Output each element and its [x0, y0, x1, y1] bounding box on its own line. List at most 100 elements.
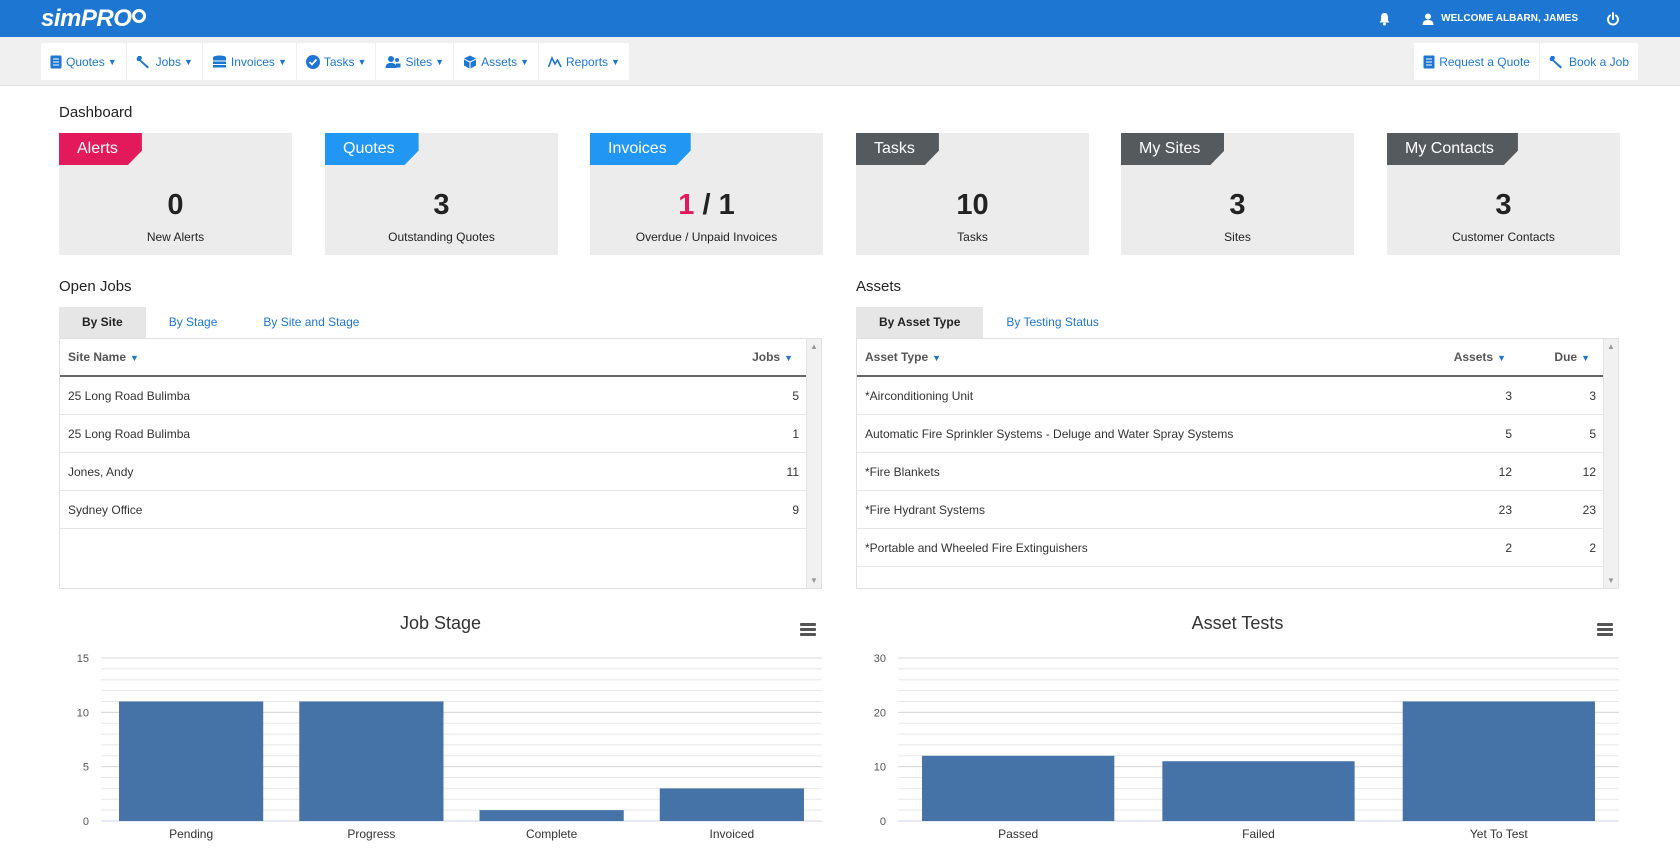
nav-bar: Quotes ▼ Jobs ▼ Invoices ▼ Tasks ▼ Sites ▼ As…: [0, 37, 1680, 86]
bell-icon[interactable]: [1375, 10, 1393, 28]
nav-sites[interactable]: Sites ▼: [376, 43, 455, 80]
nav-jobs[interactable]: Jobs ▼: [127, 43, 203, 80]
nav-reports[interactable]: Reports ▼: [539, 43, 629, 80]
user-icon: [1419, 10, 1437, 28]
table-row[interactable]: Sydney Office 9: [60, 491, 807, 529]
open-jobs-tabs: By Site By Stage By Site and Stage: [59, 307, 382, 338]
card-tasks[interactable]: Tasks 10 Tasks: [856, 133, 1089, 255]
card-quotes[interactable]: Quotes 3 Outstanding Quotes: [325, 133, 558, 255]
table-header: Site Name ▼ Jobs ▼: [60, 339, 807, 377]
job-stage-chart: 0 5 10 15 Pending Progress Complete Invoiced Jo…: [59, 605, 822, 849]
column-assets[interactable]: Assets ▼: [1453, 350, 1506, 364]
simpro-logo[interactable]: simPRO: [41, 5, 147, 33]
tab-by-asset-type[interactable]: By Asset Type: [856, 307, 984, 338]
card-label: Customer Contacts: [1452, 230, 1555, 244]
scroll-down-icon[interactable]: ▼: [1607, 576, 1615, 585]
tab-by-stage[interactable]: By Stage: [168, 315, 218, 329]
sort-down-icon: ▼: [784, 353, 793, 363]
menu-icon[interactable]: [800, 623, 816, 636]
table-row[interactable]: *Fire Hydrant Systems 23 23: [857, 491, 1604, 529]
sort-down-icon: ▼: [1581, 353, 1590, 363]
open-jobs-table: Site Name ▼ Jobs ▼ 25 Long Road Bulimba 5 2…: [59, 338, 822, 589]
request-quote-button[interactable]: Request a Quote: [1414, 43, 1540, 80]
nav-tasks[interactable]: Tasks ▼: [297, 43, 377, 80]
scroll-up-icon[interactable]: ▲: [810, 342, 818, 351]
card-my-contacts[interactable]: My Contacts 3 Customer Contacts: [1387, 133, 1620, 255]
y-tick-label: 15: [77, 653, 89, 665]
table-row[interactable]: Jones, Andy 11: [60, 453, 807, 491]
y-tick-label: 0: [880, 816, 886, 828]
card-alerts[interactable]: Alerts 0 New Alerts: [59, 133, 292, 255]
card-label: Overdue / Unpaid Invoices: [635, 230, 778, 244]
card-tag: Quotes: [325, 133, 419, 165]
column-site-name[interactable]: Site Name ▼: [68, 350, 139, 364]
tab-by-site[interactable]: By Site: [59, 307, 146, 338]
x-tick-label: Invoiced: [710, 827, 755, 841]
x-tick-label: Failed: [1242, 827, 1275, 841]
column-asset-type[interactable]: Asset Type ▼: [865, 350, 942, 364]
unpaid-count: 1: [718, 189, 735, 221]
nav-assets[interactable]: Assets ▼: [454, 43, 540, 80]
chevron-down-icon: ▼: [107, 56, 117, 67]
logo-gear-icon: [132, 9, 147, 23]
scroll-down-icon[interactable]: ▼: [810, 576, 818, 585]
scroll-up-icon[interactable]: ▲: [1607, 342, 1615, 351]
sort-down-icon: ▼: [1497, 353, 1506, 363]
value-separator: /: [694, 189, 719, 221]
bar: [1162, 761, 1355, 821]
assets-table: Asset Type ▼ Assets ▼ Due ▼ *Airconditionin…: [856, 338, 1619, 589]
tab-by-testing-status[interactable]: By Testing Status: [1006, 315, 1099, 329]
document-icon: [1423, 55, 1435, 69]
assets-tabs: By Asset Type By Testing Status: [856, 307, 1122, 338]
scrollbar[interactable]: ▲ ▼: [1603, 339, 1618, 588]
card-tag: Alerts: [59, 133, 142, 165]
tab-by-site-and-stage[interactable]: By Site and Stage: [263, 315, 360, 329]
card-tag: My Contacts: [1387, 133, 1518, 165]
card-my-sites[interactable]: My Sites 3 Sites: [1121, 133, 1354, 255]
nav-quotes[interactable]: Quotes ▼: [41, 43, 127, 80]
card-value: 10: [956, 189, 989, 221]
bar: [1402, 701, 1595, 821]
table-row[interactable]: *Portable and Wheeled Fire Extinguishers…: [857, 529, 1604, 567]
card-label: Outstanding Quotes: [388, 230, 495, 244]
card-tag: My Sites: [1121, 133, 1224, 165]
chart-svg: 0 10 20 30 Passed Failed Yet To Test: [874, 653, 1619, 841]
bar: [119, 701, 264, 821]
y-tick-label: 30: [874, 653, 886, 665]
check-circle-icon: [305, 54, 320, 69]
cube-icon: [463, 55, 477, 69]
welcome-user[interactable]: WELCOME ALBARN, JAMES: [1419, 10, 1578, 28]
x-tick-label: Yet To Test: [1470, 827, 1528, 841]
chevron-down-icon: ▼: [357, 56, 367, 67]
nav-invoices[interactable]: Invoices ▼: [203, 43, 297, 80]
x-tick-label: Progress: [347, 827, 395, 841]
card-invoices[interactable]: Invoices 1 / 1 Overdue / Unpaid Invoices: [590, 133, 823, 255]
card-tag: Invoices: [590, 133, 691, 165]
book-job-button[interactable]: Book a Job: [1540, 43, 1638, 80]
y-tick-label: 0: [83, 816, 89, 828]
wrench-icon: [1549, 55, 1565, 69]
table-row[interactable]: 25 Long Road Bulimba 5: [60, 377, 807, 415]
table-row[interactable]: *Fire Blankets 12 12: [857, 453, 1604, 491]
card-label: Sites: [1224, 230, 1251, 244]
chart-svg: 0 5 10 15 Pending Progress Complete Invoiced: [77, 653, 822, 841]
table-row[interactable]: *Airconditioning Unit 3 3: [857, 377, 1604, 415]
power-icon[interactable]: [1604, 10, 1622, 28]
column-due[interactable]: Due ▼: [1554, 350, 1590, 364]
chart-line-icon: [548, 55, 562, 68]
table-row[interactable]: Automatic Fire Sprinkler Systems - Delug…: [857, 415, 1604, 453]
x-tick-label: Complete: [526, 827, 578, 841]
welcome-text: WELCOME ALBARN, JAMES: [1441, 13, 1578, 24]
y-tick-label: 5: [83, 762, 89, 774]
chevron-down-icon: ▼: [435, 56, 445, 67]
topbar-right: WELCOME ALBARN, JAMES: [1375, 0, 1622, 37]
table-row[interactable]: 25 Long Road Bulimba 1: [60, 415, 807, 453]
card-value: 3: [433, 189, 450, 221]
assets-title: Assets: [856, 278, 902, 295]
chevron-down-icon: ▼: [277, 56, 287, 67]
column-jobs[interactable]: Jobs ▼: [752, 350, 793, 364]
chevron-down-icon: ▼: [520, 56, 530, 67]
menu-icon[interactable]: [1597, 623, 1613, 636]
scrollbar[interactable]: ▲ ▼: [806, 339, 821, 588]
document-icon: [50, 55, 62, 69]
